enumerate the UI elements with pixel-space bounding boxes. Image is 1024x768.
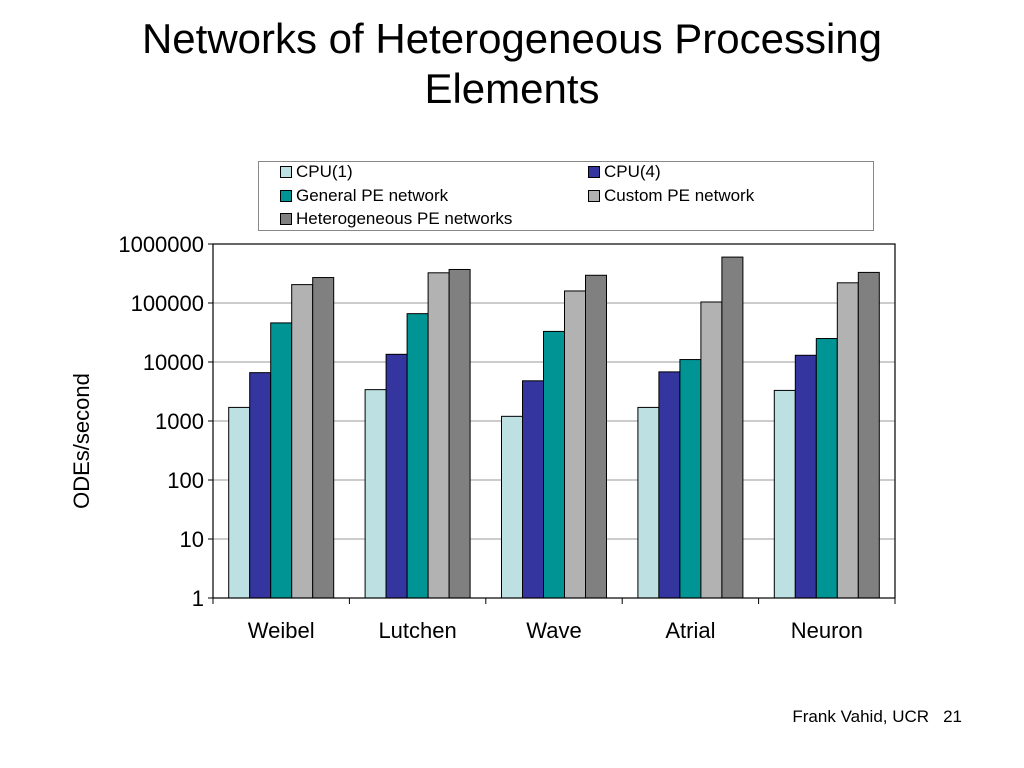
y-tick-label: 10000 <box>143 350 204 375</box>
slide-title-line1: Networks of Heterogeneous Processing <box>141 15 883 62</box>
y-tick-label: 1000000 <box>118 232 204 257</box>
bar-atrial-series-3 <box>700 301 723 599</box>
bar-neuron-series-3 <box>836 282 859 599</box>
bar-weibel-series-2 <box>270 322 293 599</box>
bar-weibel-series-0 <box>228 406 251 599</box>
y-tick-label: 1000 <box>155 409 204 434</box>
bar-neuron-series-1 <box>794 354 817 599</box>
legend-swatch-cpu1 <box>280 166 292 178</box>
chart-legend: CPU(1) CPU(4) General PE network Custom … <box>258 161 874 231</box>
y-tick-label: 1 <box>192 586 204 611</box>
x-tick-label: Atrial <box>665 618 715 643</box>
bar-wave-series-4 <box>585 274 607 599</box>
bar-lutchen-series-3 <box>427 272 450 599</box>
x-tick-label: Neuron <box>791 618 863 643</box>
y-tick-label: 10 <box>180 527 204 552</box>
footer-author: Frank Vahid, UCR <box>792 707 930 726</box>
slide-footer: Frank Vahid, UCR 21 <box>778 707 962 727</box>
legend-label-cpu1: CPU(1) <box>296 162 353 181</box>
legend-item-custom-pe: Custom PE network <box>588 186 754 206</box>
legend-label-general-pe: General PE network <box>296 186 449 205</box>
legend-swatch-cpu4 <box>588 166 600 178</box>
bar-wave-series-0 <box>501 415 523 599</box>
bar-wave-series-1 <box>522 380 544 599</box>
bar-atrial-series-4 <box>721 256 744 599</box>
legend-swatch-heterogeneous-pe <box>280 213 292 225</box>
bar-neuron-series-4 <box>857 271 880 599</box>
bar-atrial-series-1 <box>658 371 681 599</box>
x-tick-label: Wave <box>526 618 581 643</box>
y-tick-label: 100 <box>167 468 204 493</box>
legend-swatch-custom-pe <box>588 190 600 202</box>
bar-weibel-series-3 <box>291 284 314 599</box>
legend-swatch-general-pe <box>280 190 292 202</box>
bar-weibel-series-4 <box>312 277 335 599</box>
bar-neuron-series-2 <box>815 338 838 599</box>
slide-title-line2: Elements <box>424 65 600 112</box>
bar-lutchen-series-4 <box>448 268 471 599</box>
legend-item-general-pe: General PE network <box>280 186 448 206</box>
bar-lutchen-series-0 <box>364 389 387 599</box>
legend-label-custom-pe: Custom PE network <box>604 186 755 205</box>
legend-item-heterogeneous-pe: Heterogeneous PE networks <box>280 209 512 229</box>
x-tick-label: Lutchen <box>378 618 456 643</box>
bar-wave-series-2 <box>543 330 565 599</box>
footer-page-number: 21 <box>943 707 962 726</box>
y-tick-label: 100000 <box>131 291 204 316</box>
slide-title: Networks of Heterogeneous Processing Ele… <box>0 14 1024 114</box>
legend-item-cpu1: CPU(1) <box>280 162 353 182</box>
x-tick-label: Weibel <box>248 618 315 643</box>
bar-atrial-series-0 <box>637 406 660 599</box>
bar-lutchen-series-1 <box>385 353 408 599</box>
bar-wave-series-3 <box>564 290 586 599</box>
bar-lutchen-series-2 <box>406 313 429 599</box>
bar-neuron-series-0 <box>773 389 796 599</box>
legend-label-heterogeneous-pe: Heterogeneous PE networks <box>296 209 513 228</box>
bar-atrial-series-2 <box>679 359 702 599</box>
legend-label-cpu4: CPU(4) <box>604 162 661 181</box>
bar-weibel-series-1 <box>249 372 272 599</box>
legend-item-cpu4: CPU(4) <box>588 162 661 182</box>
plot-area-frame <box>212 243 896 599</box>
